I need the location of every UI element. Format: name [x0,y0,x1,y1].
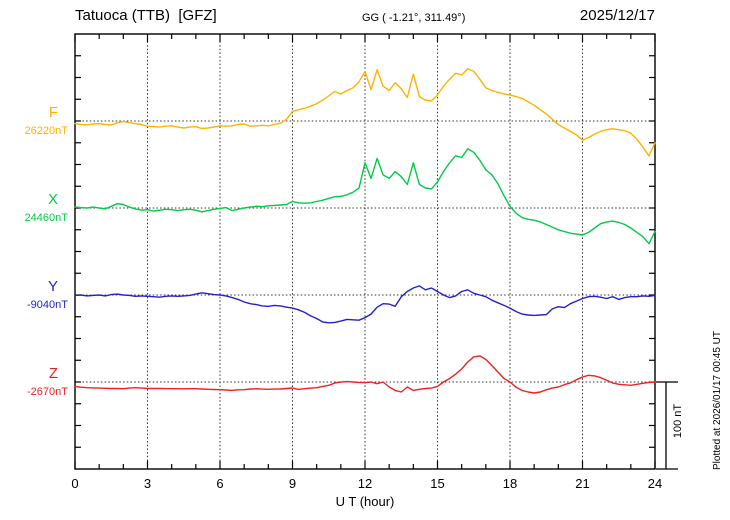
x-tick-label-6: 6 [216,476,224,491]
trace-label-f: F [48,104,58,121]
trace-baseline-y: -9040nT [27,299,68,311]
x-tick-label-0: 0 [71,476,79,491]
x-tick-label-9: 9 [288,476,297,491]
trace-label-y: Y [47,278,58,295]
trace-baseline-x: 24460nT [24,212,68,224]
trace-baseline-f: 26220nT [24,125,68,137]
x-tick-label-3: 3 [143,476,152,491]
trace-x [74,148,656,245]
plotted-at-timestamp: Plotted at 2026/01/17 00:45 UT [712,331,723,470]
trace-f [74,68,656,157]
plot-frame [74,33,656,470]
x-tick-label-21: 21 [575,476,590,491]
x-tick-label-15: 15 [430,476,445,491]
scale-bar-label: 100 nT [672,403,684,439]
x-axis-title: U T (hour) [335,494,395,509]
trace-z [74,355,656,394]
trace-y [74,285,656,324]
x-tick-label-18: 18 [502,476,518,491]
x-tick-label-12: 12 [357,476,373,491]
observation-date: 2025/12/17 [579,7,655,24]
station-title: Tatuoca (TTB) [GFZ] [75,7,217,24]
geographic-coordinates: GG ( -1.21°, 311.49°) [362,12,466,24]
trace-label-z: Z [48,365,58,382]
trace-label-x: X [47,191,58,208]
x-tick-label-24: 24 [647,476,663,491]
trace-baseline-z: -2670nT [27,386,68,398]
